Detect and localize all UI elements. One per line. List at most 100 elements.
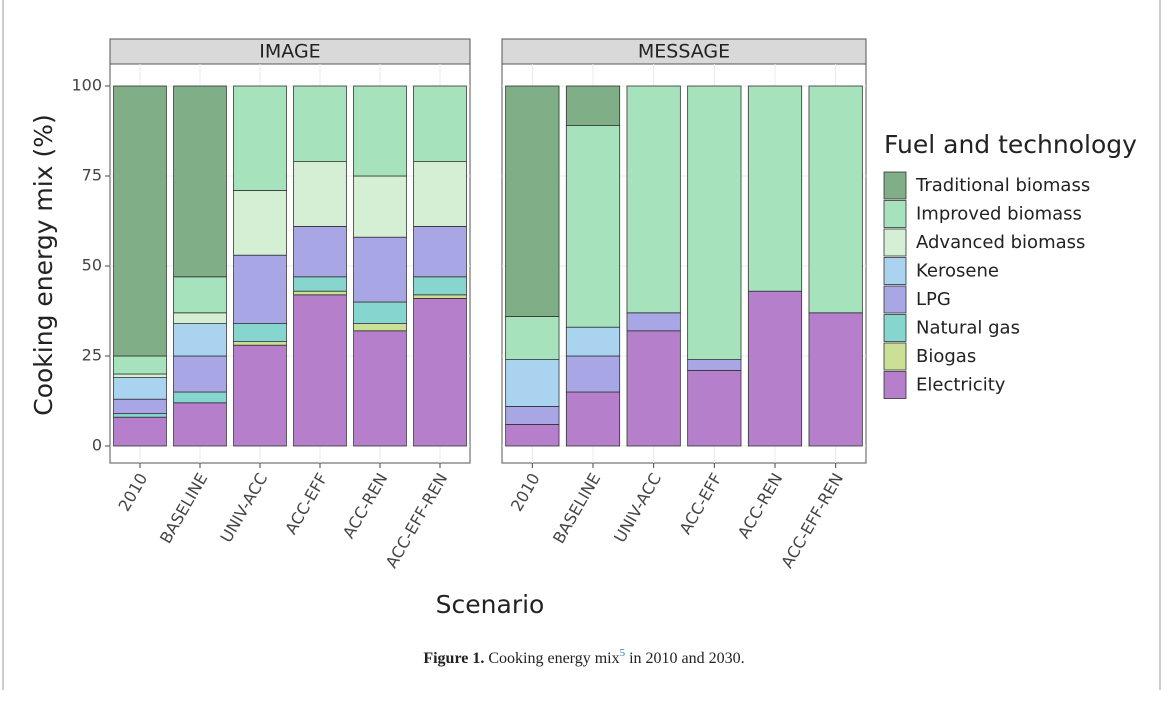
x-tick-label: ACC-EFF-REN (777, 470, 847, 572)
bar-segment (505, 315, 560, 360)
bar-segment (413, 294, 467, 299)
bar-segment (505, 405, 560, 425)
bar-segment (626, 312, 681, 332)
bar-segment (747, 85, 803, 292)
bar-segment (293, 294, 347, 447)
caption-text: Cooking energy mix (488, 650, 619, 667)
bar-segment (565, 85, 621, 126)
bar-segment (233, 254, 287, 324)
bar-segment (113, 398, 167, 415)
bar-segment (173, 402, 227, 447)
legend-key (883, 285, 907, 314)
bar-segment (808, 85, 863, 314)
bar-segment (173, 312, 227, 324)
bar-segment (353, 301, 407, 325)
bar-segment (113, 373, 167, 378)
bar-segment (626, 330, 681, 447)
legend-key (883, 257, 907, 285)
legend-label: Electricity (916, 375, 1006, 396)
bar-segment (808, 312, 863, 447)
bar-segment (173, 276, 227, 314)
bar-segment (293, 85, 347, 162)
facet-title: IMAGE (259, 41, 320, 63)
y-tick-label: 100 (71, 76, 102, 95)
bar-segment (687, 359, 742, 371)
x-tick-label: ACC-EFF (281, 470, 331, 538)
bar-segment (173, 391, 227, 404)
bar-segment (293, 161, 347, 227)
bar-segment (687, 85, 742, 361)
bar-segment (565, 326, 621, 357)
caption-rest: in 2010 and 2030. (629, 650, 745, 667)
bar-segment (173, 85, 227, 278)
y-axis-label: Cooking energy mix (%) (29, 114, 58, 416)
legend-label: Kerosene (916, 261, 999, 282)
bar-segment (113, 413, 167, 418)
x-tick-label: ACC-REN (734, 470, 786, 542)
bar-segment (113, 85, 167, 357)
bar-segment (233, 341, 287, 346)
bar-segment (505, 423, 560, 447)
caption: Figure 1. Cooking energy mix5 in 2010 an… (423, 644, 744, 667)
legend-label: Advanced biomass (916, 232, 1085, 253)
bar-segment (413, 161, 467, 227)
bar-segment (233, 323, 287, 343)
bar-segment (353, 330, 407, 447)
x-tick-label: 2010 (115, 470, 152, 515)
x-tick-label: UNIV-ACC (216, 470, 271, 546)
legend-key (883, 171, 907, 200)
bar-segment (293, 290, 347, 296)
bar-segment (353, 236, 407, 303)
bar-segment (687, 369, 742, 447)
bar-segment (173, 355, 227, 393)
bar-segment (505, 359, 560, 407)
panel (501, 63, 867, 464)
bar-segment (413, 85, 467, 162)
x-tick-label: 2010 (507, 470, 544, 515)
bar-segment (233, 189, 287, 256)
bar-segment (353, 175, 407, 238)
x-tick-label: BASELINE (156, 470, 211, 547)
bar-segment (505, 85, 560, 317)
strip (109, 38, 471, 65)
x-tick-label: BASELINE (549, 470, 604, 547)
bar-segment (413, 225, 467, 278)
bar-segment (747, 290, 803, 447)
x-tick-label: ACC-EFF-REN (382, 470, 452, 572)
strip (501, 38, 867, 65)
y-tick-label: 75 (82, 166, 102, 185)
bar-segment (353, 323, 407, 332)
facet-title: MESSAGE (638, 41, 730, 63)
bar-segment (565, 125, 621, 328)
legend-label: Improved biomass (916, 204, 1082, 225)
bar-segment (113, 355, 167, 375)
bar-segment (565, 355, 621, 393)
legend-label: Natural gas (916, 318, 1020, 339)
x-tick-label: ACC-REN (339, 470, 391, 542)
bar-segment (293, 276, 347, 292)
legend-key (883, 371, 907, 399)
x-axis-label: Scenario (436, 590, 545, 619)
bar-segment (233, 344, 287, 447)
legend-key (883, 228, 907, 257)
bar-segment (353, 85, 407, 177)
caption-sup: 5 (620, 647, 626, 659)
bar-segment (113, 416, 167, 447)
bar-segment (626, 85, 681, 314)
legend-label: Traditional biomass (915, 175, 1090, 196)
bar-segment (293, 225, 347, 278)
legend-title: Fuel and technology (884, 130, 1137, 159)
y-tick-label: 0 (92, 436, 102, 455)
x-tick-label: ACC-EFF (676, 470, 726, 538)
y-tick-label: 25 (82, 346, 102, 365)
caption-label: Figure 1. (423, 650, 484, 667)
legend-key (883, 200, 907, 228)
bar-segment (565, 391, 621, 447)
bar-segment (413, 297, 467, 447)
bar-segment (173, 323, 227, 357)
bar-segment (413, 276, 467, 296)
legend-key (883, 314, 907, 342)
bar-segment (113, 377, 167, 400)
